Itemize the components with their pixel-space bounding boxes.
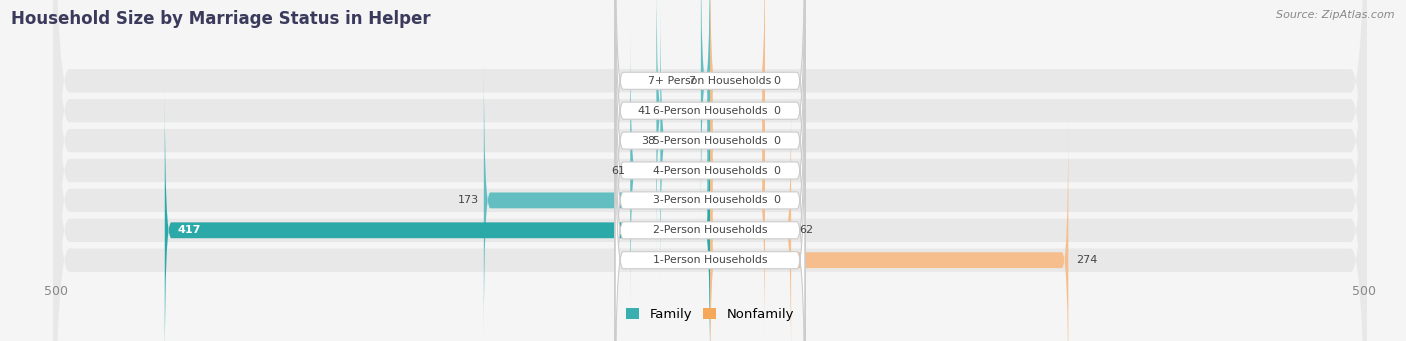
Legend: Family, Nonfamily: Family, Nonfamily	[626, 308, 794, 321]
FancyBboxPatch shape	[710, 0, 765, 252]
Text: 1-Person Households: 1-Person Households	[652, 255, 768, 265]
FancyBboxPatch shape	[53, 0, 1367, 341]
Text: 7: 7	[689, 76, 696, 86]
Text: 6-Person Households: 6-Person Households	[652, 106, 768, 116]
FancyBboxPatch shape	[53, 0, 1367, 341]
FancyBboxPatch shape	[710, 0, 765, 282]
Text: Source: ZipAtlas.com: Source: ZipAtlas.com	[1277, 10, 1395, 20]
FancyBboxPatch shape	[710, 89, 792, 341]
FancyBboxPatch shape	[165, 89, 710, 341]
FancyBboxPatch shape	[710, 119, 1069, 341]
FancyBboxPatch shape	[710, 59, 765, 341]
Text: 61: 61	[612, 165, 626, 176]
FancyBboxPatch shape	[616, 0, 804, 341]
FancyBboxPatch shape	[710, 0, 765, 222]
FancyBboxPatch shape	[53, 0, 1367, 341]
Text: Household Size by Marriage Status in Helper: Household Size by Marriage Status in Hel…	[11, 10, 430, 28]
Text: 274: 274	[1076, 255, 1098, 265]
Text: 3-Person Households: 3-Person Households	[652, 195, 768, 205]
Text: 41: 41	[637, 106, 651, 116]
FancyBboxPatch shape	[616, 89, 804, 341]
Text: 0: 0	[773, 106, 780, 116]
FancyBboxPatch shape	[616, 59, 804, 341]
FancyBboxPatch shape	[53, 0, 1367, 341]
FancyBboxPatch shape	[710, 29, 765, 312]
Text: 173: 173	[457, 195, 478, 205]
Text: 0: 0	[773, 165, 780, 176]
FancyBboxPatch shape	[700, 0, 710, 222]
Text: 4-Person Households: 4-Person Households	[652, 165, 768, 176]
Text: 0: 0	[773, 195, 780, 205]
Text: 5-Person Households: 5-Person Households	[652, 136, 768, 146]
Text: 62: 62	[799, 225, 813, 235]
FancyBboxPatch shape	[630, 29, 710, 312]
FancyBboxPatch shape	[53, 0, 1367, 341]
FancyBboxPatch shape	[53, 0, 1367, 341]
Text: 0: 0	[773, 76, 780, 86]
FancyBboxPatch shape	[616, 0, 804, 311]
FancyBboxPatch shape	[661, 0, 710, 282]
FancyBboxPatch shape	[616, 0, 804, 282]
Text: 38: 38	[641, 136, 655, 146]
FancyBboxPatch shape	[616, 30, 804, 341]
Text: 7+ Person Households: 7+ Person Households	[648, 76, 772, 86]
Text: 0: 0	[773, 136, 780, 146]
Text: 2-Person Households: 2-Person Households	[652, 225, 768, 235]
FancyBboxPatch shape	[657, 0, 710, 252]
FancyBboxPatch shape	[53, 0, 1367, 341]
Text: 417: 417	[177, 225, 201, 235]
FancyBboxPatch shape	[484, 59, 710, 341]
FancyBboxPatch shape	[616, 0, 804, 252]
